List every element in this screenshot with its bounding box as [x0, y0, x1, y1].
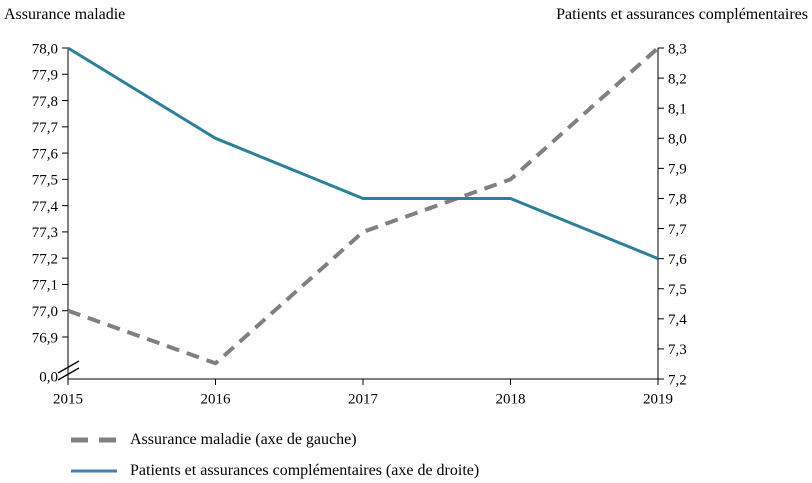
- right-axis-tick-label: 7,2: [668, 372, 687, 388]
- dashed-line-swatch-icon: [71, 437, 117, 443]
- right-axis-tick-label: 8,2: [668, 71, 687, 87]
- series-line-patients-complementaires: [67, 46, 659, 260]
- left-axis-tick-label: 77,3: [32, 225, 58, 241]
- left-axis-tick-label: 77,6: [32, 146, 59, 162]
- left-axis-tick-label: 77,1: [32, 278, 58, 294]
- right-axis-tick-label: 8,0: [668, 132, 687, 148]
- right-axis-tick-label: 7,6: [668, 252, 687, 268]
- x-axis-tick-label: 2017: [348, 391, 379, 407]
- left-axis-title: Assurance maladie: [4, 6, 126, 23]
- right-axis-tick-label: 7,9: [668, 162, 687, 178]
- right-axis-tick-label: 7,4: [668, 312, 687, 328]
- legend-item-patients-complementaires: Patients et assurances complémentaires (…: [70, 460, 479, 482]
- left-axis-zero-label: 0,0: [39, 369, 58, 385]
- right-axis-title: Patients et assurances complémentaires: [556, 6, 808, 23]
- right-axis-tick-label: 8,1: [668, 101, 687, 117]
- axis-break-slash: [57, 360, 80, 374]
- line-chart-plot: 78,0 77,9 77,8 77,7 77,6 77,5 77,4 77,3 77,2 77,1…: [32, 41, 688, 407]
- chart-legend: Assurance maladie (axe de gauche) Patien…: [70, 429, 479, 482]
- right-axis-tick-label: 7,7: [668, 222, 687, 238]
- left-axis-tick-label: 77,9: [32, 68, 58, 84]
- left-axis-tick-label: 76,9: [32, 330, 58, 346]
- left-axis-tick-label: 77,5: [32, 173, 58, 189]
- x-axis-tick-label: 2016: [201, 391, 232, 407]
- left-axis-tick-label: 77,7: [32, 120, 59, 136]
- left-axis-tick-label: 77,2: [32, 251, 58, 267]
- left-axis-tick-label: 77,4: [32, 199, 59, 215]
- left-axis-tick-label: 77,8: [32, 94, 58, 110]
- legend-label: Assurance maladie (axe de gauche): [130, 431, 357, 448]
- solid-line-swatch-icon: [71, 469, 117, 473]
- series-line-assurance-maladie: [67, 46, 660, 366]
- right-axis-tick-label: 8,3: [668, 41, 687, 57]
- legend-item-assurance-maladie: Assurance maladie (axe de gauche): [70, 429, 479, 451]
- x-axis-tick-label: 2019: [643, 391, 673, 407]
- right-axis-tick-label: 7,3: [668, 342, 687, 358]
- right-axis-tick-label: 7,8: [668, 192, 687, 208]
- x-axis-tick-label: 2015: [53, 391, 83, 407]
- right-axis-tick-label: 7,5: [668, 282, 687, 298]
- x-axis-tick-label: 2018: [496, 391, 526, 407]
- left-axis-tick-label: 78,0: [32, 41, 58, 57]
- axis-break-slash: [57, 367, 80, 381]
- legend-label: Patients et assurances complémentaires (…: [130, 462, 480, 479]
- left-axis-tick-label: 77,0: [32, 304, 58, 320]
